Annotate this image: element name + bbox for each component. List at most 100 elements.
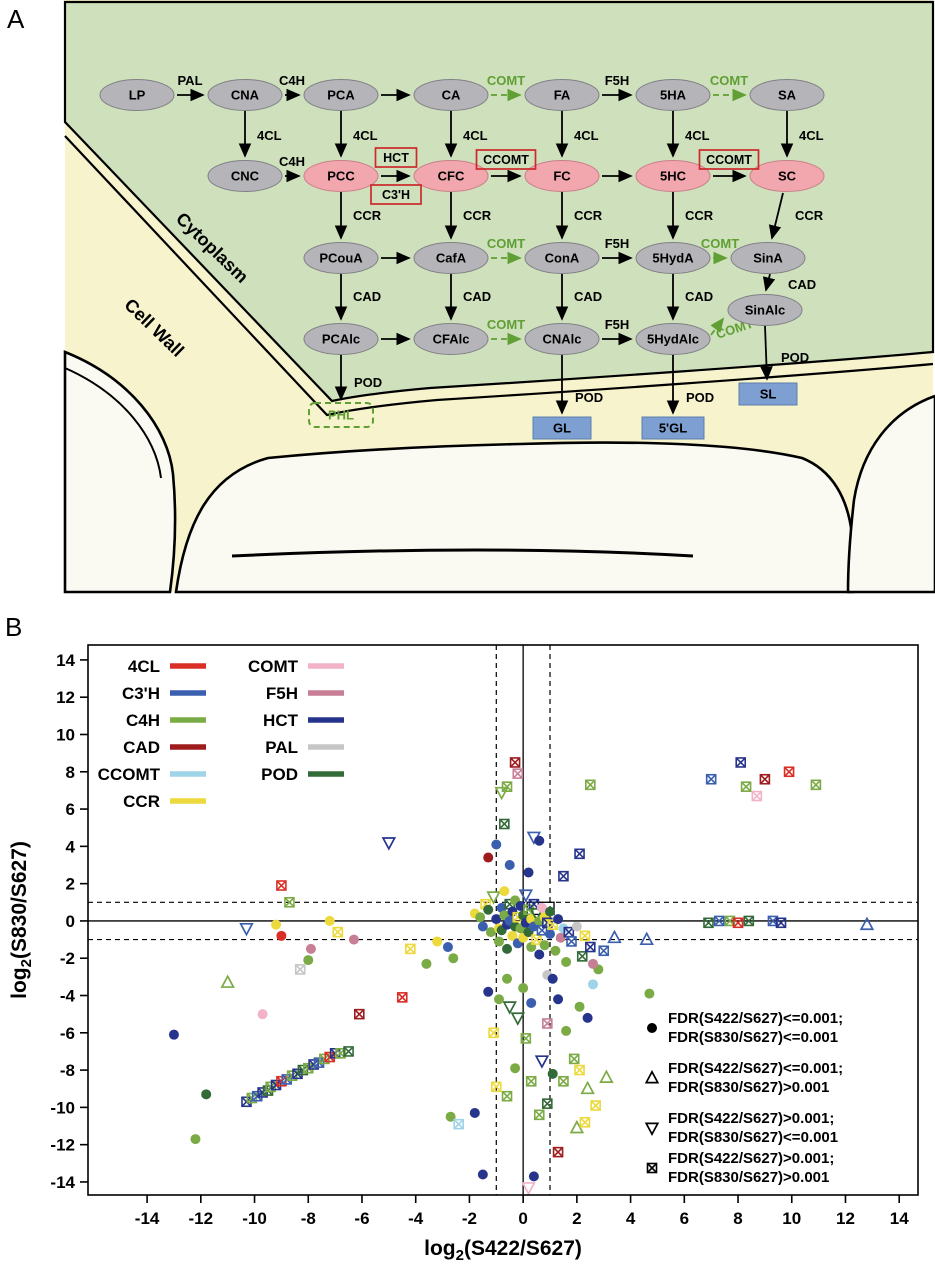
pathway-background [63,0,935,594]
data-point [518,983,529,994]
pathway-node-5HA [635,79,711,111]
data-point [647,1023,657,1033]
pathway-nodes: LP CNA PCA CA FA 5HA SA CNC PCC CFC FC 5HC SC PCouA Ca… [99,79,825,355]
enzyme-label-POD: POD [686,390,714,405]
data-point [533,1109,545,1121]
data-point [599,1069,614,1083]
data-point [445,1111,456,1122]
pathway-arrow [762,273,776,292]
data-point [584,779,596,791]
data-point [348,934,359,945]
data-point [343,1046,354,1057]
data-point [494,786,509,801]
data-point [705,773,717,785]
x-tick-label: -12 [189,1209,214,1228]
enzyme-label-COMT: COMT [487,73,525,88]
data-point [488,1027,499,1039]
pathway-node-CFC [413,160,489,192]
x-tick-label: -8 [301,1209,316,1228]
y-tick-label: -14 [50,1173,75,1192]
enzyme-label-COMT: COMT [701,236,739,251]
data-point [644,1070,660,1084]
cell-membrane-line [64,135,934,417]
data-point [568,1053,580,1065]
data-point [442,942,453,953]
data-point [558,1075,569,1087]
data-point [432,936,443,947]
family-legend: 4CL C3'H C4H CAD CCOMT CCR COMT F5H HCT PAL POD [98,657,344,811]
pathway-node-SinAlc [727,294,803,326]
pathway-node-label-FC: FC [553,169,571,184]
enzyme-label-CCR: CCR [574,208,603,223]
pathway-node-CafA [413,242,489,274]
x-tick-label: -2 [462,1209,477,1228]
data-point [598,945,610,957]
data-point [294,964,306,975]
data-point [504,860,515,870]
data-point [810,779,822,791]
enzyme-label-F5H: F5H [605,317,630,332]
enzyme-label-C4H: C4H [279,154,305,169]
enzyme-label-COMT: COMT [710,73,748,88]
pathway-node-label-5HC: 5HC [660,169,687,184]
data-point [552,1146,564,1158]
legend-label-CCR: CCR [123,792,160,811]
svg-text:HCT: HCT [383,151,409,165]
pathway-node-label-PCA: PCA [327,88,355,103]
data-point [574,848,585,860]
product-box-PHL [308,402,374,428]
data-point [732,917,744,929]
y-tick-label: -2 [60,949,75,968]
data-point [201,1089,212,1100]
x-tick-label: 6 [680,1209,689,1228]
data-point [305,943,316,954]
pathway-node-label-CNC: CNC [231,169,260,184]
data-point [515,901,526,912]
y-tick-label: 12 [56,688,75,707]
svg-text:C3'H: C3'H [382,188,410,202]
pathway-node-label-PCAlc: PCAlc [322,332,360,347]
data-point [485,927,496,938]
data-point [303,955,314,966]
data-point [257,1009,268,1020]
data-point [475,912,486,923]
data-point [499,886,510,897]
enzyme-label-POD: POD [575,390,603,405]
data-point [453,1118,464,1130]
enzyme-label-CCR: CCR [795,208,824,223]
svg-text:PHL: PHL [328,408,354,423]
data-point [580,1080,595,1095]
panel-a-label: A [7,4,25,34]
pathway-node-ConA [524,242,600,274]
shape-legend-line2: FDR(S830/S627)>0.001 [668,1169,829,1186]
data-point [501,781,513,792]
pathway-node-label-CFAlc: CFAlc [433,332,470,347]
neighbor-cell-center [174,441,855,594]
enzyme-label-4CL: 4CL [353,128,378,143]
data-point [276,930,287,941]
y-tick-label: 6 [66,800,75,819]
enzyme-label-COMT: COMT [487,236,525,251]
data-point [324,915,335,926]
data-point [529,908,544,922]
data-point [510,1012,525,1026]
data-point [536,902,547,913]
data-point [512,768,524,779]
legend-label-C3H: C3'H [122,684,160,703]
data-point [502,1001,517,1015]
pathway-node-label-SinA: SinA [753,251,783,266]
x-tick-label: -6 [354,1209,369,1228]
red-box-CCOMT [698,149,760,170]
enzyme-label-COMT: COMT [487,317,525,332]
pathway-arrow [768,192,784,240]
data-point [477,1169,488,1180]
data-point [490,1081,502,1093]
y-tick-label: -6 [60,1024,75,1043]
enzyme-label-CAD: CAD [463,289,491,304]
pathway-node-PCC [303,160,379,192]
y-tick-label: 10 [56,725,75,744]
data-point [553,994,564,1005]
pathway-node-5HC [635,160,711,192]
svg-text:5'GL: 5'GL [659,421,687,436]
